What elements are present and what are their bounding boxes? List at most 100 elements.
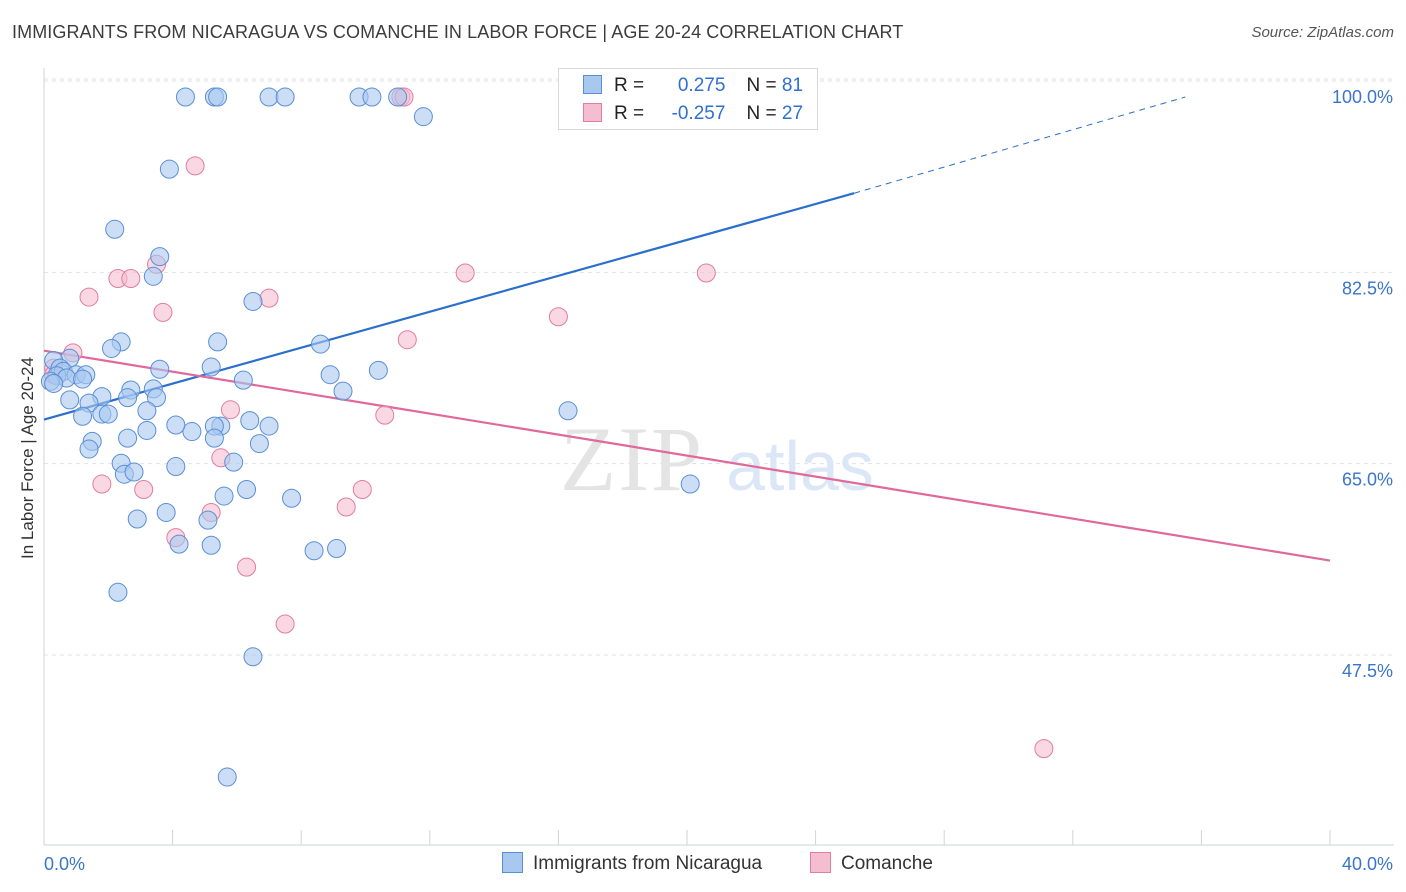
- legend-r-value: 0.275: [677, 75, 726, 96]
- point-nicaragua: [150, 247, 170, 267]
- point-nicaragua: [259, 87, 279, 107]
- point-nicaragua: [182, 422, 202, 442]
- point-nicaragua: [304, 541, 324, 561]
- point-nicaragua: [143, 266, 163, 286]
- bottom-legend-label: Immigrants from Nicaragua: [533, 853, 763, 874]
- point-comanche: [121, 268, 141, 288]
- point-nicaragua: [259, 416, 279, 436]
- y-tick-label: 47.5%: [1342, 661, 1393, 681]
- point-nicaragua: [105, 219, 125, 239]
- point-comanche: [153, 302, 173, 322]
- bottom-legend-label: Comanche: [841, 853, 933, 874]
- point-nicaragua: [102, 338, 122, 358]
- point-nicaragua: [243, 647, 263, 667]
- point-nicaragua: [208, 332, 228, 352]
- point-nicaragua: [169, 534, 189, 554]
- point-nicaragua: [60, 390, 80, 410]
- point-nicaragua: [201, 357, 221, 377]
- point-nicaragua: [118, 388, 138, 408]
- point-nicaragua: [73, 406, 93, 426]
- point-nicaragua: [166, 457, 186, 477]
- y-axis-title: In Labor Force | Age 20-24: [18, 357, 37, 559]
- watermark: ZIP atlas: [560, 408, 874, 510]
- y-tick-label: 65.0%: [1342, 470, 1393, 490]
- point-nicaragua: [413, 107, 433, 127]
- point-nicaragua: [282, 488, 302, 508]
- point-nicaragua: [98, 404, 118, 424]
- point-nicaragua: [118, 428, 138, 448]
- x-tick-label-0: 0.0%: [44, 854, 85, 874]
- trend-line-nicaragua: [43, 192, 855, 421]
- point-nicaragua: [108, 582, 128, 602]
- point-nicaragua: [166, 415, 186, 435]
- point-nicaragua: [243, 291, 263, 311]
- point-comanche: [237, 557, 257, 577]
- legend-r-value: -0.257: [671, 103, 726, 124]
- point-nicaragua: [240, 411, 260, 431]
- point-nicaragua: [233, 370, 253, 390]
- point-nicaragua: [137, 401, 157, 421]
- point-nicaragua: [201, 535, 221, 555]
- legend-n-label: N =: [746, 103, 777, 124]
- point-nicaragua: [204, 428, 224, 448]
- point-comanche: [92, 474, 112, 494]
- legend-n-label: N =: [746, 75, 777, 96]
- point-comanche: [548, 307, 568, 327]
- bottom-legend-swatch-blue: [502, 852, 523, 873]
- point-comanche: [696, 263, 716, 283]
- point-comanche: [375, 405, 395, 425]
- point-nicaragua: [327, 539, 347, 559]
- point-nicaragua: [217, 767, 237, 787]
- bottom-legend-comanche: Comanche: [810, 852, 933, 875]
- legend-row-nicaragua: R = 0.275 N = 81: [583, 75, 803, 97]
- point-comanche: [134, 480, 154, 500]
- point-nicaragua: [79, 439, 99, 459]
- bottom-legend-nicaragua: Immigrants from Nicaragua: [502, 852, 762, 875]
- point-nicaragua: [237, 480, 257, 500]
- point-nicaragua: [73, 369, 93, 389]
- point-nicaragua: [175, 87, 195, 107]
- point-comanche: [220, 400, 240, 420]
- point-comanche: [336, 497, 356, 517]
- legend-r-label: R =: [614, 103, 645, 124]
- point-nicaragua: [137, 420, 157, 440]
- trend-lines: [43, 96, 1331, 562]
- point-nicaragua: [368, 360, 388, 380]
- point-nicaragua: [388, 87, 408, 107]
- point-comanche: [397, 330, 417, 350]
- point-nicaragua: [362, 87, 382, 107]
- y-tick-label: 82.5%: [1342, 278, 1393, 298]
- point-comanche: [79, 287, 99, 307]
- point-nicaragua: [333, 381, 353, 401]
- point-comanche: [275, 614, 295, 634]
- point-nicaragua: [159, 159, 179, 179]
- y-tick-label: 100.0%: [1332, 87, 1393, 107]
- axes: [43, 68, 1394, 846]
- point-comanche: [455, 263, 475, 283]
- point-nicaragua: [44, 373, 64, 393]
- point-nicaragua: [124, 462, 144, 482]
- point-nicaragua: [147, 388, 167, 408]
- legend-row-comanche: R = -0.257 N = 27: [583, 103, 803, 125]
- legend-n-value: 81: [781, 75, 804, 96]
- trend-line-nicaragua-extension: [854, 96, 1186, 194]
- legend-swatch-blue: [583, 75, 602, 94]
- point-nicaragua: [198, 510, 218, 530]
- point-nicaragua: [208, 87, 228, 107]
- point-comanche: [259, 288, 279, 308]
- x-ticks: [43, 830, 1331, 845]
- point-nicaragua: [558, 401, 578, 421]
- trend-line-comanche: [43, 349, 1331, 562]
- point-nicaragua: [224, 452, 244, 472]
- point-nicaragua: [320, 365, 340, 385]
- legend-swatch-pink: [583, 103, 602, 122]
- point-nicaragua: [310, 334, 330, 354]
- point-comanche: [352, 480, 372, 500]
- point-nicaragua: [275, 87, 295, 107]
- legend-n-value: 27: [781, 103, 804, 124]
- watermark-zip: ZIP: [560, 408, 704, 510]
- legend-r-label: R =: [614, 75, 645, 96]
- data-points: [40, 87, 1054, 787]
- axis-labels: In Labor Force | Age 20-24 0.0% 40.0% 47…: [18, 87, 1393, 874]
